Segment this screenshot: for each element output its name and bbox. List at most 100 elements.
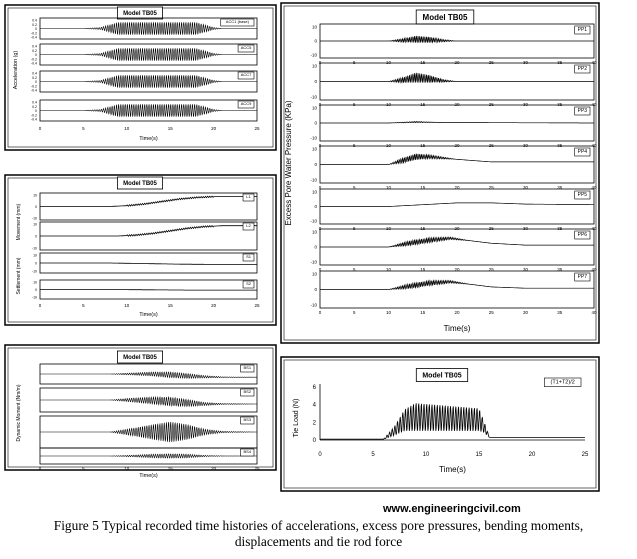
pp-sub-xtick: 25 bbox=[489, 267, 495, 272]
bm-xtick-20: 20 bbox=[211, 466, 217, 471]
pp-6-legend: PP7 bbox=[578, 274, 588, 280]
pp-sub-xtick: 35 bbox=[557, 102, 563, 107]
tie-xtick-10: 10 bbox=[423, 452, 430, 458]
figure-caption-line2: displacements and tie rod force bbox=[234, 534, 403, 549]
pp-sub-xtick: 25 bbox=[489, 185, 495, 190]
pp-ytick: -10 bbox=[310, 95, 317, 100]
pp-sub-xtick: 5 bbox=[353, 60, 356, 65]
acc-ytick: -0.2 bbox=[31, 57, 37, 61]
disp-series-0 bbox=[40, 195, 257, 207]
pp-0-legend-box bbox=[574, 25, 591, 35]
pp-sub-xtick: 30 bbox=[523, 102, 529, 107]
pp-sub-xtick: 10 bbox=[386, 185, 392, 190]
pp-ytick: -10 bbox=[310, 219, 317, 224]
pp-sub-xtick: 0 bbox=[319, 102, 322, 107]
pp-sub-xtick: 35 bbox=[557, 60, 563, 65]
pp-sub-xtick: 20 bbox=[454, 60, 460, 65]
acc-series-2 bbox=[40, 75, 257, 88]
disp-0-legend: L1 bbox=[246, 194, 251, 199]
disp-ytick: -10 bbox=[32, 247, 37, 251]
acc-ytick: -0.2 bbox=[31, 31, 37, 35]
acc-ytick: -0.4 bbox=[31, 36, 37, 40]
bm-2-legend-box bbox=[240, 416, 255, 425]
figure-caption-line1: Figure 5 Typical recorded time histories… bbox=[53, 518, 584, 533]
bm-title: Model TB05 bbox=[123, 355, 157, 361]
pp-ylabel: Excess Pore Water Pressure (KPa) bbox=[284, 100, 293, 225]
pp-ytick: 10 bbox=[312, 64, 318, 69]
acc-ytick: 0.4 bbox=[32, 19, 37, 23]
bm-2-legend: BS3 bbox=[243, 417, 251, 422]
pp-ytick: 10 bbox=[312, 272, 318, 277]
acc-series-3 bbox=[40, 104, 257, 117]
acc-xtick-20: 20 bbox=[211, 126, 217, 131]
disp-ylabel-movement: Movement (mm) bbox=[16, 203, 22, 240]
disp-xtick-25: 25 bbox=[254, 303, 260, 308]
pp-sub-xtick: 30 bbox=[523, 143, 529, 148]
pp-sub-xtick: 35 bbox=[557, 226, 563, 231]
disp-1-legend-box bbox=[242, 222, 255, 231]
pp-sub-xtick: 15 bbox=[420, 102, 426, 107]
bm-series-0 bbox=[40, 371, 257, 380]
bm-series-3 bbox=[40, 453, 257, 459]
acc-xlabel: Time(s) bbox=[139, 136, 158, 142]
acc-series-0 bbox=[40, 22, 257, 35]
pp-ytick: 10 bbox=[312, 190, 318, 195]
pp-ytick: 10 bbox=[312, 106, 318, 111]
pp-4-legend: PP5 bbox=[578, 192, 588, 198]
disp-title: Model TB05 bbox=[123, 181, 157, 187]
pp-sub-xtick: 20 bbox=[454, 267, 460, 272]
disp-xtick-15: 15 bbox=[168, 303, 174, 308]
acc-ytick: 0.2 bbox=[32, 23, 37, 27]
pp-sub-xtick: 30 bbox=[523, 60, 529, 65]
acc-xtick-25: 25 bbox=[254, 126, 260, 131]
acc-ytick: 0.2 bbox=[32, 49, 37, 53]
disp-xlabel: Time(s) bbox=[139, 312, 158, 318]
disp-xtick-5: 5 bbox=[82, 303, 85, 308]
acc-0-legend-box bbox=[220, 18, 255, 27]
bm-inner-frame bbox=[7, 347, 274, 468]
tie-title-box bbox=[415, 368, 469, 382]
tie-xtick-20: 20 bbox=[529, 452, 536, 458]
bm-3-legend: BS4 bbox=[243, 449, 251, 454]
pp-sub-xtick: 30 bbox=[523, 185, 529, 190]
pp-sub-xtick: 35 bbox=[557, 143, 563, 148]
disp-2-legend-box bbox=[242, 253, 255, 262]
tie-xtick-25: 25 bbox=[582, 452, 589, 458]
acc-xtick-15: 15 bbox=[168, 126, 174, 131]
pp-series-4 bbox=[320, 202, 594, 207]
disp-ytick: -10 bbox=[32, 296, 37, 300]
bm-0-legend-box bbox=[240, 364, 255, 373]
disp-3-legend: S2 bbox=[246, 281, 252, 286]
pp-3-legend: PP4 bbox=[578, 149, 588, 155]
pp-sub-xtick: 40 bbox=[591, 185, 597, 190]
acc-ytick: 0.2 bbox=[32, 76, 37, 80]
pp-sub-xtick: 35 bbox=[557, 267, 563, 272]
bm-xtick-0: 0 bbox=[39, 466, 42, 471]
pp-ytick: 10 bbox=[312, 25, 318, 30]
pp-sub-xtick: 10 bbox=[386, 102, 392, 107]
pp-sub-xtick: 10 bbox=[386, 143, 392, 148]
disp-ytick: 10 bbox=[33, 223, 37, 227]
pp-sub-xtick: 5 bbox=[353, 267, 356, 272]
pp-frame bbox=[280, 2, 600, 344]
pp-sub-xtick: 35 bbox=[557, 310, 563, 315]
acc-1-legend: ACC5 bbox=[241, 45, 252, 50]
pp-ytick: 0 bbox=[314, 121, 317, 126]
pp-1-legend: PP2 bbox=[578, 66, 588, 72]
acc-ytick: -0.2 bbox=[31, 113, 37, 117]
disp-title-box bbox=[117, 176, 164, 190]
acc-title: Model TB05 bbox=[123, 11, 157, 17]
acc-2-legend: ACC7 bbox=[241, 72, 252, 77]
bm-xtick-15: 15 bbox=[168, 466, 174, 471]
disp-ylabel-settlement: Settlement (mm) bbox=[16, 257, 22, 294]
disp-series-2 bbox=[40, 262, 257, 265]
pp-6-legend-box bbox=[574, 272, 591, 282]
pp-inner-frame bbox=[283, 5, 597, 341]
pp-sub-xtick: 30 bbox=[523, 267, 529, 272]
acc-xtick-0: 0 bbox=[39, 126, 42, 131]
pp-5-legend-box bbox=[574, 230, 591, 240]
bm-xtick-5: 5 bbox=[82, 466, 85, 471]
acc-series-1 bbox=[40, 48, 257, 61]
pp-ytick: 10 bbox=[312, 230, 318, 235]
